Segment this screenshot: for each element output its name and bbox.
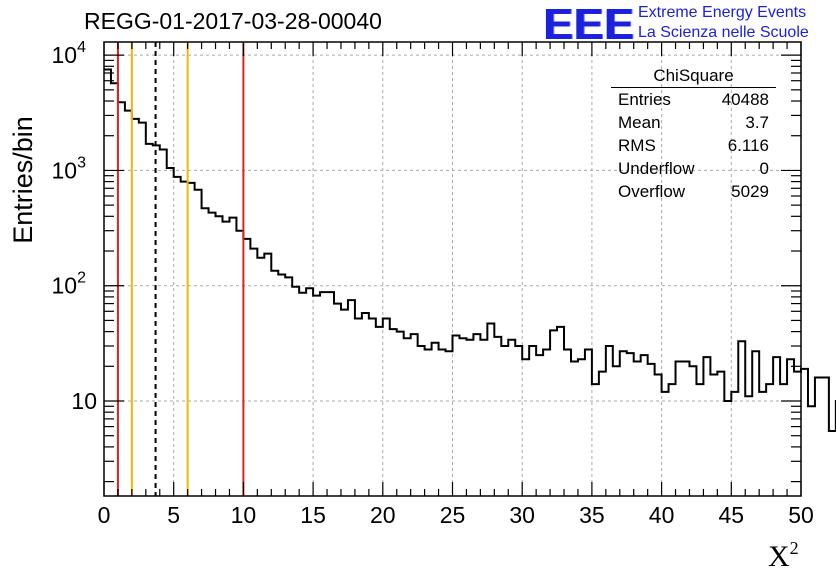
stats-row: Underflow 0 [611,157,776,180]
stats-label: RMS [618,136,656,155]
stats-row: Overflow 5029 [611,180,776,203]
y-axis-label: Entries/bin [8,116,38,244]
logo-line-1: Extreme Energy Events [638,4,807,21]
x-tick-label: 35 [579,502,605,528]
stats-label: Underflow [618,159,695,178]
stats-label: Overflow [618,182,686,201]
x-tick-label: 10 [231,502,257,528]
eee-logo: EEE [543,0,635,49]
y-tick-label-exponent: 3 [77,154,86,171]
threshold-lines [116,42,245,496]
stats-label: Mean [618,113,661,132]
chart-title: REGG-01-2017-03-28-00040 [84,8,382,34]
y-tick-label-base: 10 [52,42,78,68]
stats-row: Entries 40488 [611,88,776,111]
y-tick-label-base: 10 [71,388,97,414]
x-tick-label: 15 [300,502,326,528]
histogram-step-line [104,68,836,432]
y-tick-label-base: 10 [52,157,78,183]
y-tick-label-exponent: 4 [77,39,86,56]
stats-value: 6.116 [727,136,769,155]
stats-value: 3.7 [745,113,769,132]
x-tick-label: 5 [167,502,180,528]
stats-value: 40488 [721,90,769,109]
logo-line-2: La Scienza nelle Scuole [638,24,809,41]
y-tick-label: 104 [52,39,87,68]
x-tick-label: 25 [440,502,466,528]
y-tick-label: 103 [52,154,87,183]
stats-row: RMS 6.116 [611,134,776,157]
y-tick-label-exponent: 2 [77,270,86,287]
stats-row: Mean 3.7 [611,111,776,134]
x-tick-label: 45 [719,502,745,528]
x-axis-label: X2 [768,538,799,572]
y-tick-label-base: 10 [52,273,78,299]
stats-title: ChiSquare [611,66,776,88]
stats-value: 0 [759,159,769,178]
x-axis: 0 5 10 15 20 25 30 35 40 45 50 [98,42,814,528]
y-tick-label: 10 [71,388,97,414]
stats-value: 5029 [731,182,769,201]
x-tick-label: 40 [649,502,675,528]
histogram-series [104,68,836,432]
x-tick-label: 50 [788,502,814,528]
x-tick-label: 20 [370,502,396,528]
x-axis-label-superscript: 2 [790,538,799,558]
stats-label: Entries [618,90,671,109]
y-tick-label: 102 [52,270,87,299]
x-tick-label: 30 [509,502,535,528]
stats-box: ChiSquare Entries 40488 Mean 3.7 RMS 6.116 … [611,66,776,203]
x-tick-label: 0 [98,502,111,528]
